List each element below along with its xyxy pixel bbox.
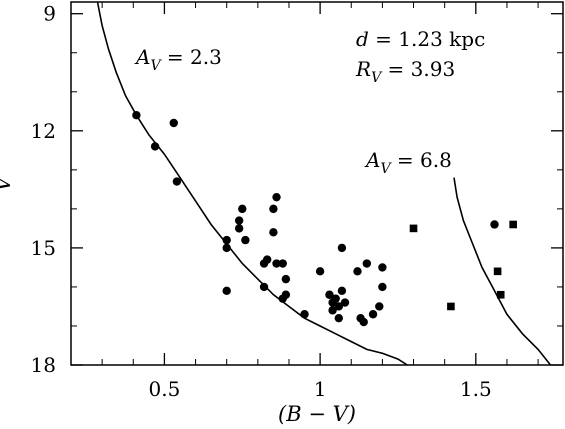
x-tick-label: 1 bbox=[314, 377, 327, 401]
y-tick-label: 12 bbox=[31, 119, 56, 143]
data-point-circle bbox=[238, 204, 247, 214]
data-point-circle bbox=[300, 310, 309, 319]
axis-tick-labels: 0.5 1 1.5 9 12 15 18 bbox=[31, 2, 492, 401]
data-point-circle bbox=[272, 259, 281, 268]
data-point-circle bbox=[281, 290, 291, 299]
data-point-circle bbox=[378, 263, 387, 272]
data-point-circle bbox=[150, 142, 160, 151]
data-point-square bbox=[493, 267, 502, 276]
data-point-circle bbox=[172, 177, 182, 186]
data-point-circle bbox=[362, 259, 372, 268]
data-point-circle bbox=[340, 298, 350, 307]
isochrone-curves bbox=[96, 1, 552, 366]
data-point-circle bbox=[132, 110, 141, 120]
data-point-circle bbox=[334, 313, 343, 323]
data-point-circle bbox=[337, 286, 347, 296]
data-point-circle bbox=[259, 282, 269, 292]
isochrone-curve-1 bbox=[96, 1, 408, 366]
data-point-circle bbox=[337, 243, 347, 253]
data-point-square bbox=[409, 224, 418, 233]
annotation-av-6-8: AV = 6.8 bbox=[364, 148, 452, 177]
data-point-circle bbox=[325, 290, 334, 299]
data-point-circle bbox=[269, 228, 278, 237]
annotation-distance: d = 1.23 kpc bbox=[356, 27, 485, 51]
data-point-circle bbox=[368, 310, 378, 319]
data-point-circle bbox=[222, 235, 231, 245]
y-axis-label: V bbox=[0, 175, 15, 192]
data-point-circle bbox=[331, 294, 340, 303]
y-tick-label: 15 bbox=[31, 236, 56, 260]
data-point-circle bbox=[222, 286, 231, 296]
y-tick-label: 18 bbox=[31, 353, 56, 377]
data-point-circle bbox=[278, 259, 287, 268]
data-point-circle bbox=[359, 317, 368, 327]
data-point-circle bbox=[169, 118, 178, 128]
data-point-circle bbox=[490, 220, 499, 229]
annotation-av-2-3: AV = 2.3 bbox=[134, 45, 222, 74]
data-point-circle bbox=[281, 274, 291, 284]
data-point-circle bbox=[353, 267, 362, 276]
x-tick-label: 0.5 bbox=[149, 377, 181, 401]
x-axis-label: (B − V) bbox=[278, 402, 356, 426]
data-point-circle bbox=[272, 192, 281, 202]
data-point-circle bbox=[328, 306, 337, 315]
plot-frame bbox=[70, 1, 564, 366]
data-point-circle bbox=[334, 302, 343, 311]
data-point-circle bbox=[375, 302, 384, 311]
data-point-circle bbox=[269, 204, 278, 214]
data-point-circle bbox=[262, 255, 272, 264]
data-point-square bbox=[509, 220, 517, 229]
data-point-square bbox=[496, 290, 505, 299]
data-point-circle bbox=[315, 267, 325, 276]
y-tick-label: 9 bbox=[43, 2, 56, 26]
data-points bbox=[132, 110, 517, 327]
data-point-circle bbox=[234, 224, 244, 233]
data-point-square bbox=[447, 302, 455, 311]
data-point-circle bbox=[234, 216, 244, 225]
isochrone-curve-2 bbox=[453, 177, 552, 366]
annotation-rv: RV = 3.93 bbox=[355, 57, 455, 86]
x-tick-label: 1.5 bbox=[460, 377, 492, 401]
data-point-circle bbox=[222, 243, 231, 253]
data-point-circle bbox=[378, 282, 387, 292]
data-point-circle bbox=[241, 235, 250, 245]
axis-ticks bbox=[70, 2, 563, 366]
